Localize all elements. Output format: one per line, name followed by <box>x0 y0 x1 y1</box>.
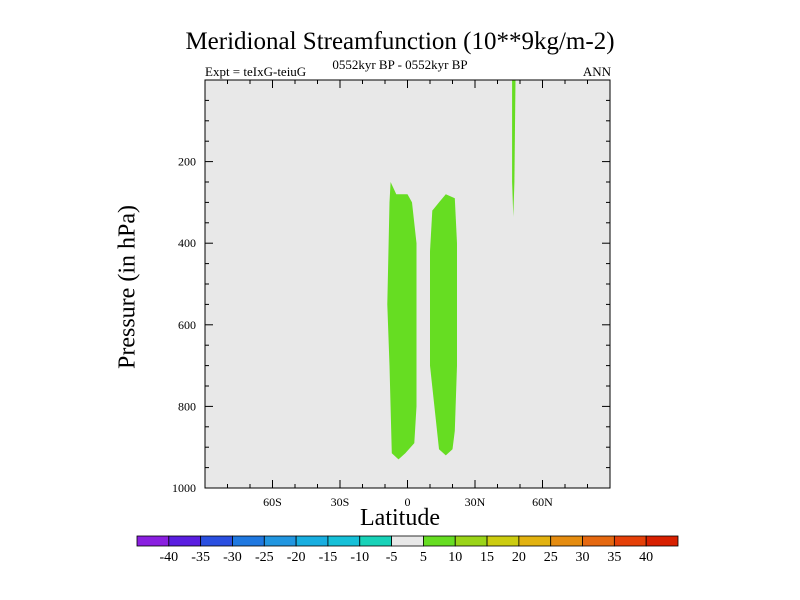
contour-region-cell-1 <box>387 182 417 460</box>
colorbar-swatch <box>582 535 615 547</box>
colorbar-label: -30 <box>223 550 242 565</box>
colorbar-swatch <box>423 535 456 547</box>
colorbar-swatch <box>359 535 392 547</box>
axis-ticks: 60S 30S 0 30N 60N 200 400 600 800 1000 <box>172 79 611 509</box>
colorbar-label: 5 <box>420 550 427 565</box>
colorbar-swatch <box>613 535 647 547</box>
colorbar-label: 25 <box>544 550 558 565</box>
colorbar-label: -10 <box>350 550 369 565</box>
colorbar-swatch <box>454 535 488 547</box>
x-tick-label: 0 <box>405 495 411 509</box>
season-label: ANN <box>582 64 611 79</box>
colorbar-label: 40 <box>639 550 653 565</box>
colorbar-label: -40 <box>159 550 178 565</box>
y-axis-label: Pressure (in hPa) <box>114 205 141 369</box>
colorbar-swatch <box>200 535 233 547</box>
x-tick-label: 30N <box>465 495 486 509</box>
colorbar-swatch <box>391 535 424 547</box>
colorbar-label: -25 <box>255 550 274 565</box>
colorbar-label: 10 <box>448 550 462 565</box>
colorbar: -40 -35 -30 -25 -20 -15 -10 -5 5 10 15 20 25 30 35 40 <box>136 535 679 565</box>
colorbar-label: 35 <box>607 550 621 565</box>
y-tick-label: 200 <box>178 155 196 169</box>
colorbar-swatch <box>550 535 583 547</box>
contour-region-cell-2 <box>430 194 457 456</box>
contour-regions <box>387 80 516 460</box>
x-axis-label: Latitude <box>360 505 440 531</box>
colorbar-label: 15 <box>480 550 494 565</box>
x-tick-label: 60N <box>532 495 553 509</box>
colorbar-swatch <box>645 535 679 547</box>
colorbar-label: 30 <box>576 550 590 565</box>
colorbar-label: -5 <box>386 550 398 565</box>
colorbar-label: -35 <box>191 550 210 565</box>
colorbar-label: -15 <box>319 550 338 565</box>
y-tick-label: 400 <box>178 236 196 250</box>
colorbar-label: -20 <box>287 550 306 565</box>
colorbar-label: 20 <box>512 550 526 565</box>
colorbar-swatch <box>168 535 202 547</box>
colorbar-swatch <box>136 535 170 547</box>
experiment-label: Expt = teIxG-teiuG <box>205 64 307 79</box>
colorbar-swatch <box>327 535 361 547</box>
colorbar-swatch <box>486 535 520 547</box>
x-tick-label: 30S <box>331 495 350 509</box>
colorbar-swatch <box>518 535 552 547</box>
y-tick-label: 800 <box>178 399 196 413</box>
x-tick-label: 60S <box>263 495 282 509</box>
chart-title: Meridional Streamfunction (10**9kg/m-2) <box>185 28 615 55</box>
contour-region-cell-3 <box>512 80 516 217</box>
y-tick-label: 600 <box>178 318 196 332</box>
colorbar-swatch <box>263 535 297 547</box>
period-label: 0552kyr BP - 0552kyr BP <box>332 57 468 72</box>
y-tick-label: 1000 <box>172 481 196 495</box>
colorbar-swatch <box>295 535 329 547</box>
colorbar-swatch <box>232 535 265 547</box>
